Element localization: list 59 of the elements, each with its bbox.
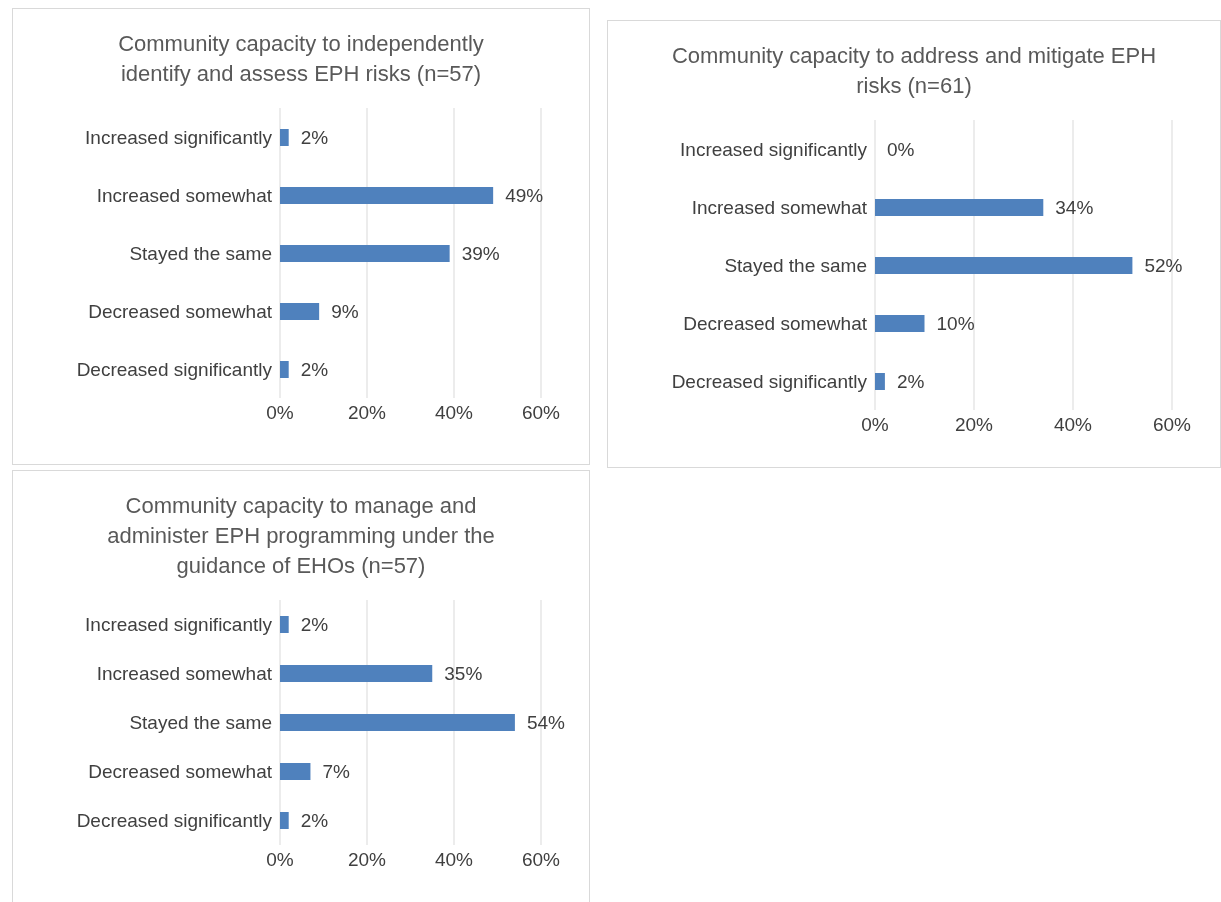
bar	[280, 714, 515, 731]
x-tick-label: 40%	[1053, 414, 1093, 436]
y-tick-label: Stayed the same	[129, 712, 272, 734]
bar	[280, 812, 289, 829]
x-tick-label: 0%	[861, 414, 889, 436]
y-tick-label: Increased somewhat	[96, 663, 273, 685]
bar	[875, 373, 885, 390]
x-tick-label: 40%	[434, 849, 474, 871]
data-label: 39%	[461, 242, 500, 264]
y-tick-label: Increased somewhat	[96, 184, 273, 206]
y-tick-label: Increased significantly	[85, 126, 273, 148]
data-label: 34%	[1055, 196, 1094, 218]
y-tick-label: Decreased significantly	[76, 810, 273, 832]
bar	[875, 315, 925, 332]
y-tick-label: Stayed the same	[724, 254, 867, 276]
chart-title: Community capacity to independently identify and assess EPH risks (n=57)	[117, 30, 485, 88]
bar	[280, 361, 289, 378]
y-tick-label: Decreased significantly	[76, 358, 273, 380]
chart-title: Community capacity to manage and administer EPH programming under the guidance of EHOs (n=57)	[106, 492, 496, 580]
bar	[280, 245, 450, 262]
y-tick-label: Decreased somewhat	[683, 312, 868, 334]
bar	[280, 763, 311, 780]
x-tick-label: 60%	[521, 849, 561, 871]
y-tick-label: Increased significantly	[680, 138, 868, 160]
data-label: 9%	[331, 300, 359, 322]
x-tick-label: 20%	[347, 849, 387, 871]
y-tick-label: Decreased significantly	[671, 370, 868, 392]
bar	[875, 199, 1044, 216]
y-tick-label: Decreased somewhat	[88, 761, 273, 783]
data-label: 2%	[896, 370, 925, 392]
bar	[875, 257, 1133, 274]
data-label: 54%	[526, 712, 566, 733]
data-label: 52%	[1144, 254, 1183, 276]
data-label: 2%	[300, 358, 329, 380]
bar	[280, 187, 494, 204]
x-tick-label: 20%	[954, 414, 994, 436]
data-label: 7%	[322, 761, 351, 782]
data-label: 2%	[300, 126, 329, 148]
y-tick-label: Increased significantly	[85, 614, 273, 636]
data-label: 2%	[300, 614, 329, 635]
data-label: 10%	[936, 312, 975, 334]
data-label: 2%	[300, 810, 329, 831]
chart-title: Community capacity to address and mitigate EPH risks (n=61)	[670, 42, 1158, 100]
y-tick-label: Decreased somewhat	[88, 300, 273, 322]
x-tick-label: 60%	[521, 402, 561, 424]
x-tick-label: 0%	[266, 402, 294, 424]
bar	[280, 129, 289, 146]
data-label: 0%	[887, 138, 915, 160]
bar	[280, 303, 320, 320]
y-tick-label: Stayed the same	[129, 242, 272, 264]
y-tick-label: Increased somewhat	[691, 196, 868, 218]
bar	[280, 665, 433, 682]
data-label: 35%	[444, 663, 483, 684]
x-tick-label: 0%	[266, 849, 294, 871]
x-tick-label: 60%	[1152, 414, 1192, 436]
data-label: 49%	[505, 184, 544, 206]
x-tick-label: 20%	[347, 402, 387, 424]
bar	[280, 616, 289, 633]
x-tick-label: 40%	[434, 402, 474, 424]
